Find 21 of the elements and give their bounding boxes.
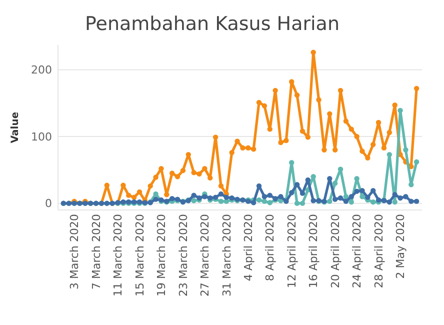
x-tick-label: 15 March 2020 bbox=[133, 214, 146, 297]
y-tick-label: 200 bbox=[31, 64, 52, 77]
x-tick-label: 23 March 2020 bbox=[176, 214, 190, 297]
x-tick-label: 2 May 2020 bbox=[394, 214, 408, 279]
x-tick-label: 12 April 2020 bbox=[285, 214, 298, 288]
x-tick-label: 16 April 2020 bbox=[307, 214, 320, 288]
chart-title: Penambahan Kasus Harian bbox=[85, 13, 340, 35]
x-tick-label: 7 March 2020 bbox=[90, 214, 103, 290]
x-tick-label: 24 April 2020 bbox=[350, 214, 364, 288]
x-tick-label: 11 March 2020 bbox=[112, 214, 125, 297]
x-tick-label: 28 April 2020 bbox=[372, 214, 386, 288]
y-axis-title: Value bbox=[10, 112, 21, 144]
x-tick-label: 27 March 2020 bbox=[198, 214, 212, 297]
x-tick-label: 3 March 2020 bbox=[68, 214, 82, 290]
x-tick-label: 31 March 2020 bbox=[220, 214, 234, 297]
x-tick-label: 20 April 2020 bbox=[328, 214, 342, 288]
x-tick-label: 19 March 2020 bbox=[155, 214, 168, 297]
x-tick-label: 8 April 2020 bbox=[264, 214, 277, 282]
x-tick-label: 4 April 2020 bbox=[242, 214, 255, 282]
y-tick-label: 100 bbox=[31, 130, 52, 144]
y-tick-label: 0 bbox=[45, 197, 52, 210]
